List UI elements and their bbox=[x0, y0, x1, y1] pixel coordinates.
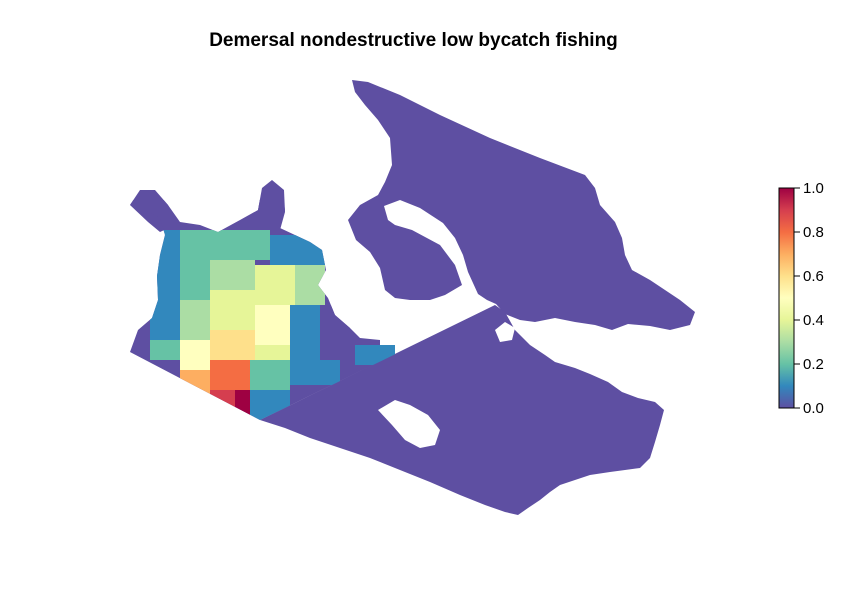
land-islands bbox=[378, 322, 515, 448]
legend-color-bar bbox=[778, 187, 795, 409]
legend-ticks: 0.0 0.2 0.4 0.6 0.8 1.0 bbox=[794, 180, 824, 417]
color-legend: 0.0 0.2 0.4 0.6 0.8 1.0 bbox=[778, 180, 824, 417]
legend-tick-label: 0.2 bbox=[803, 356, 824, 373]
legend-tick-label: 0.4 bbox=[803, 312, 824, 329]
legend-tick-label: 0.8 bbox=[803, 224, 824, 241]
legend-tick-label: 1.0 bbox=[803, 180, 824, 197]
legend-tick-label: 0.6 bbox=[803, 268, 824, 285]
legend-tick-label: 0.0 bbox=[803, 400, 824, 417]
page-title: Demersal nondestructive low bycatch fish… bbox=[209, 30, 618, 51]
